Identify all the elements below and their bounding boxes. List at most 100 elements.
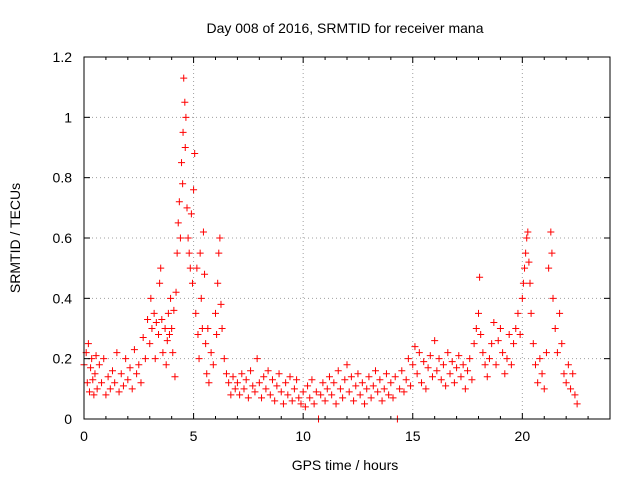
data-point [255, 379, 263, 387]
data-point [325, 373, 333, 381]
data-point [264, 367, 272, 375]
data-point [117, 370, 125, 378]
data-point [191, 150, 199, 158]
data-point [512, 325, 520, 332]
data-point [334, 367, 342, 375]
data-point [271, 397, 279, 405]
data-point [159, 349, 167, 357]
data-point [501, 370, 509, 378]
data-point [361, 400, 369, 408]
data-point [521, 264, 529, 272]
data-point [450, 379, 458, 387]
data-point [277, 388, 285, 396]
data-point [173, 249, 181, 257]
data-point [214, 279, 222, 287]
data-point [233, 379, 241, 387]
data-point [293, 376, 301, 384]
y-tick-label: 0.2 [53, 351, 73, 367]
data-point [124, 376, 132, 384]
data-point [148, 325, 156, 332]
data-point [407, 382, 415, 390]
data-point [286, 373, 294, 381]
data-point [446, 370, 454, 378]
data-point [547, 228, 555, 236]
data-point [562, 379, 570, 387]
data-point [178, 159, 186, 167]
data-point [190, 186, 198, 194]
data-point [402, 376, 410, 384]
data-point [87, 364, 95, 372]
data-point [545, 264, 553, 272]
data-point [428, 373, 436, 381]
data-point [536, 355, 544, 363]
data-point [510, 340, 518, 348]
data-point [347, 373, 355, 381]
data-point [179, 180, 187, 188]
y-tick-label: 0.6 [53, 230, 73, 246]
data-point [476, 273, 484, 281]
data-point [524, 228, 532, 236]
data-point [442, 382, 450, 390]
data-point [92, 352, 100, 360]
x-tick-label: 20 [515, 428, 531, 444]
data-point [413, 370, 421, 378]
data-point [481, 361, 489, 369]
data-point [529, 340, 537, 348]
data-point [350, 397, 358, 405]
data-point [433, 367, 441, 375]
data-point [218, 325, 226, 332]
y-tick-label: 0.4 [53, 290, 73, 306]
data-point [167, 294, 175, 302]
data-point [525, 258, 533, 266]
data-point [356, 391, 364, 399]
data-point [275, 370, 283, 378]
data-point [176, 234, 184, 242]
data-point [181, 98, 189, 106]
data-point [494, 337, 502, 345]
data-point [453, 364, 461, 372]
data-point [89, 376, 97, 384]
data-point [244, 394, 252, 402]
data-point [130, 346, 138, 354]
data-point [185, 249, 193, 257]
data-point [514, 309, 522, 317]
data-point [174, 219, 182, 227]
data-point [170, 306, 178, 314]
data-point [220, 355, 228, 363]
x-gridlines [193, 57, 523, 419]
data-point [455, 352, 463, 360]
data-point [306, 394, 314, 402]
data-point [186, 264, 194, 272]
data-point [279, 400, 287, 408]
data-point [144, 315, 152, 323]
data-point [108, 367, 116, 375]
data-point [266, 391, 274, 399]
data-point [382, 370, 390, 378]
data-point [477, 331, 485, 339]
data-point [526, 279, 534, 287]
data-point [102, 391, 110, 399]
data-point [564, 361, 572, 369]
data-point [181, 144, 189, 151]
data-point [158, 315, 166, 323]
data-point [569, 370, 577, 378]
data-point [162, 361, 170, 369]
data-point [126, 364, 134, 372]
data-point [299, 388, 307, 396]
y-axis-ticks: 0 0.2 0.4 0.6 0.8 1 1.2 [53, 49, 610, 427]
data-point [188, 279, 196, 287]
data-point [367, 394, 375, 402]
data-point [424, 364, 432, 372]
x-axis-label: GPS time / hours [292, 457, 399, 473]
data-point [415, 349, 423, 357]
data-point [479, 349, 487, 357]
data-point [556, 309, 564, 317]
data-point [560, 370, 568, 378]
data-point [197, 294, 205, 302]
data-point [374, 388, 382, 396]
data-point [253, 355, 261, 363]
data-point [371, 367, 379, 375]
data-point [217, 300, 225, 308]
data-point [431, 337, 439, 345]
data-point [193, 264, 201, 272]
